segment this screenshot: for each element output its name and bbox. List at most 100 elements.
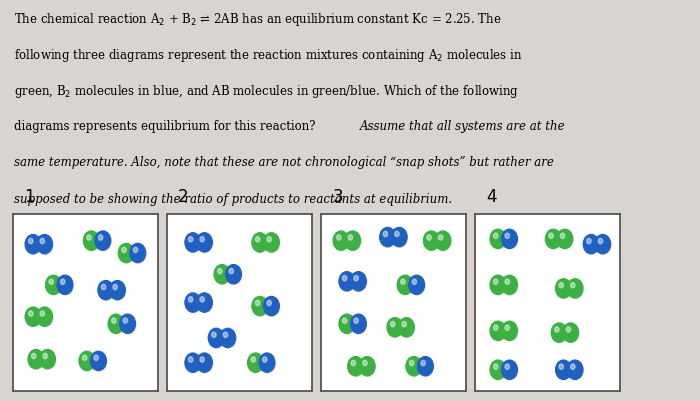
Circle shape xyxy=(108,315,125,334)
Circle shape xyxy=(491,322,506,341)
Circle shape xyxy=(402,322,407,327)
Circle shape xyxy=(583,235,599,254)
Circle shape xyxy=(83,231,99,251)
Circle shape xyxy=(98,235,103,241)
Circle shape xyxy=(209,329,225,348)
Circle shape xyxy=(226,265,242,285)
Circle shape xyxy=(398,276,414,296)
Circle shape xyxy=(84,232,100,251)
Circle shape xyxy=(57,276,74,296)
Circle shape xyxy=(333,232,349,251)
Circle shape xyxy=(248,353,263,373)
Circle shape xyxy=(79,352,95,371)
Text: Assume that all systems are at the: Assume that all systems are at the xyxy=(360,119,566,132)
Circle shape xyxy=(363,360,367,366)
Text: green, B$_2$ molecules in blue, and AB molecules in green/blue. Which of the fol: green, B$_2$ molecules in blue, and AB m… xyxy=(14,83,519,100)
Circle shape xyxy=(130,244,146,263)
Circle shape xyxy=(197,353,212,373)
Circle shape xyxy=(251,357,256,363)
Circle shape xyxy=(387,318,403,338)
Circle shape xyxy=(409,275,425,295)
Circle shape xyxy=(568,279,584,299)
Circle shape xyxy=(556,360,571,379)
Circle shape xyxy=(94,231,111,251)
Text: The chemical reaction A$_2$ + B$_2$ ⇌ 2AB has an equilibrium constant Kc = 2.25.: The chemical reaction A$_2$ + B$_2$ ⇌ 2A… xyxy=(14,11,502,28)
Circle shape xyxy=(102,285,106,290)
Circle shape xyxy=(501,321,517,341)
Circle shape xyxy=(197,233,212,253)
Circle shape xyxy=(40,239,45,244)
Circle shape xyxy=(95,232,111,251)
Circle shape xyxy=(501,229,517,249)
Circle shape xyxy=(552,324,568,343)
Circle shape xyxy=(595,235,610,254)
Circle shape xyxy=(584,235,600,255)
Circle shape xyxy=(123,318,127,324)
Circle shape xyxy=(188,237,193,242)
Circle shape xyxy=(87,235,91,241)
Circle shape xyxy=(260,354,276,373)
Circle shape xyxy=(185,353,201,373)
Circle shape xyxy=(559,364,564,369)
Circle shape xyxy=(563,323,579,342)
Circle shape xyxy=(36,307,52,326)
Circle shape xyxy=(505,233,510,239)
Circle shape xyxy=(557,230,573,249)
Circle shape xyxy=(424,232,440,251)
Circle shape xyxy=(360,357,376,377)
Circle shape xyxy=(345,232,361,251)
Circle shape xyxy=(391,228,407,247)
Circle shape xyxy=(391,228,407,248)
Circle shape xyxy=(90,351,106,371)
Circle shape xyxy=(556,279,572,299)
Circle shape xyxy=(490,360,506,379)
Circle shape xyxy=(348,356,363,376)
Circle shape xyxy=(225,265,241,284)
Circle shape xyxy=(490,275,506,295)
Circle shape xyxy=(267,237,272,242)
Circle shape xyxy=(185,293,201,312)
Circle shape xyxy=(197,234,213,253)
Circle shape xyxy=(387,318,403,337)
Circle shape xyxy=(494,279,498,285)
Circle shape xyxy=(252,297,268,316)
Circle shape xyxy=(197,354,213,373)
Circle shape xyxy=(409,276,425,296)
Circle shape xyxy=(220,328,236,348)
Text: same temperature. Also, note that these are not chronological “snap shots” but r: same temperature. Also, note that these … xyxy=(14,156,554,169)
Circle shape xyxy=(120,314,136,334)
Circle shape xyxy=(200,297,204,302)
Circle shape xyxy=(122,247,126,253)
Circle shape xyxy=(264,234,280,253)
Circle shape xyxy=(220,329,236,348)
Circle shape xyxy=(427,235,431,241)
Circle shape xyxy=(133,247,138,253)
Circle shape xyxy=(491,230,506,249)
Circle shape xyxy=(559,283,564,288)
Circle shape xyxy=(339,314,355,334)
Circle shape xyxy=(424,231,440,251)
Circle shape xyxy=(264,297,280,316)
Circle shape xyxy=(546,230,562,249)
Circle shape xyxy=(91,352,107,371)
Circle shape xyxy=(46,276,62,296)
Circle shape xyxy=(505,325,510,330)
Circle shape xyxy=(60,279,65,285)
Circle shape xyxy=(211,332,216,338)
Circle shape xyxy=(494,233,498,239)
Circle shape xyxy=(109,281,125,300)
Circle shape xyxy=(39,350,55,369)
Circle shape xyxy=(351,272,366,291)
Circle shape xyxy=(556,229,573,249)
Circle shape xyxy=(556,279,571,298)
Circle shape xyxy=(256,237,260,242)
Circle shape xyxy=(587,239,591,244)
Circle shape xyxy=(197,293,212,312)
Circle shape xyxy=(406,356,422,376)
Circle shape xyxy=(379,228,396,247)
Circle shape xyxy=(397,275,413,295)
Circle shape xyxy=(40,350,56,369)
Circle shape xyxy=(32,353,36,359)
Circle shape xyxy=(94,355,99,360)
Circle shape xyxy=(501,360,517,379)
